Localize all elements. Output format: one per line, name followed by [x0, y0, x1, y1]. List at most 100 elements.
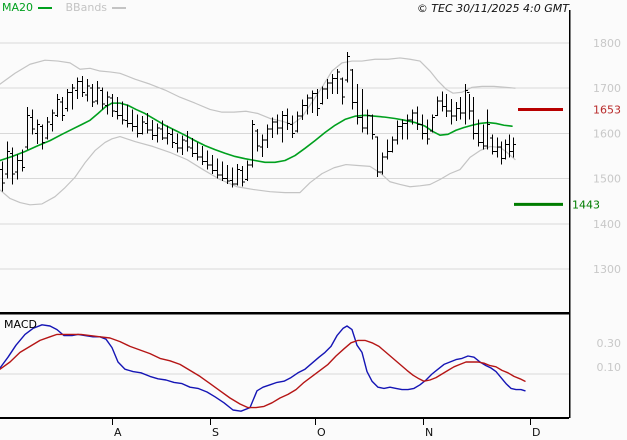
ohlc-bar [463, 84, 468, 125]
ohlc-bar [135, 114, 140, 138]
ohlc-bar [40, 124, 45, 150]
ohlc-bar [50, 109, 55, 132]
ohlc-bar [75, 77, 80, 100]
price-axis-label: 1400 [593, 218, 621, 231]
ohlc-bar [35, 119, 40, 145]
ohlc-bar [30, 109, 35, 135]
ohlc-bar [255, 128, 260, 152]
ohlc-bar [160, 120, 165, 141]
ohlc-bar [15, 154, 20, 180]
ohlc-bar [345, 52, 350, 83]
ohlc-bar [315, 89, 320, 117]
ohlc-bar [195, 142, 200, 161]
ohlc-bar [471, 97, 476, 140]
ohlc-bar [240, 165, 245, 187]
ohlc-bar [295, 111, 300, 133]
ohlc-bar [140, 116, 145, 135]
ohlc-bar [80, 75, 85, 98]
ohlc-bar [45, 117, 50, 140]
ohlc-bar [155, 123, 160, 143]
ohlc-bar [400, 119, 405, 140]
price-axis-label: 1700 [593, 82, 621, 95]
ohlc-bar [20, 149, 25, 172]
ohlc-bar [355, 84, 360, 125]
ohlc-bar [300, 99, 305, 120]
ohlc-bar [458, 97, 463, 120]
ohlc-bar [0, 161, 5, 192]
ohlc-bar [444, 94, 449, 118]
ohlc-bar [125, 104, 130, 128]
ohlc-bar [100, 87, 105, 110]
price-axis-label: 1300 [593, 263, 621, 276]
ohlc-bar [175, 133, 180, 153]
ohlc-bar [60, 97, 65, 122]
ohlc-bar [225, 165, 230, 185]
ohlc-bar [250, 119, 255, 168]
ohlc-bar [440, 91, 445, 112]
ohlc-bar [180, 135, 185, 156]
ohlc-bar [485, 109, 490, 150]
ohlc-bar [330, 74, 335, 95]
ohlc-bar [507, 134, 512, 158]
ohlc-bar [360, 89, 365, 133]
ohlc-bar [435, 96, 440, 117]
ohlc-bar [185, 131, 190, 152]
ohlc-bar [449, 99, 454, 125]
ohlc-bar [476, 119, 481, 147]
ohlc-bar [420, 114, 425, 140]
ohlc-bar [454, 102, 459, 122]
ohlc-bar [200, 146, 205, 166]
timestamp-title: © TEC 30/11/2025 4:0 GMT [416, 2, 569, 15]
x-axis-month-label: D [532, 426, 540, 439]
ohlc-bar [145, 113, 150, 134]
ohlc-bar [25, 107, 30, 150]
ohlc-bar [340, 77, 345, 105]
ohlc-bar [165, 125, 170, 145]
ohlc-bar [110, 94, 115, 118]
ohlc-bar [85, 79, 90, 102]
ohlc-bar [265, 124, 270, 148]
macd-axis-label: 0.30 [597, 337, 622, 350]
x-axis-month-label: O [317, 426, 326, 439]
price-axis-label: 1500 [593, 173, 621, 186]
ohlc-bar [130, 109, 135, 132]
ohlc-bar [70, 84, 75, 110]
ohlc-bar [120, 101, 125, 125]
ohlc-bar [410, 109, 415, 125]
ohlc-bar [390, 136, 395, 153]
legend-bbands-swatch [112, 7, 127, 9]
ohlc-bar [245, 160, 250, 181]
x-axis-month-label: S [212, 426, 219, 439]
ohlc-bar [385, 139, 390, 160]
ohlc-bar [150, 119, 155, 141]
ohlc-bar [325, 79, 330, 100]
ohlc-bar [280, 110, 285, 143]
ohlc-bar [210, 155, 215, 175]
ohlc-bar [105, 91, 110, 115]
ohlc-bar [5, 141, 10, 179]
ohlc-bar [405, 114, 410, 140]
legend-ma20-label[interactable]: MA20 [2, 1, 34, 14]
ma20-line [0, 102, 513, 164]
ohlc-bar [380, 152, 385, 175]
ohlc-bar [370, 114, 375, 140]
signal-curve [0, 333, 526, 409]
ohlc-bar [467, 92, 472, 120]
ohlc-bar [260, 134, 265, 157]
ohlc-bar [430, 114, 435, 133]
ohlc-bar [170, 128, 175, 148]
price-axis-label: 1600 [593, 127, 621, 140]
price-axis-label: 1800 [593, 37, 621, 50]
ohlc-bar [320, 86, 325, 105]
ohlc-bar [305, 94, 310, 115]
legend-ma20-swatch [38, 7, 53, 9]
ohlc-bar [350, 69, 355, 110]
ohlc-bar [425, 119, 430, 145]
ohlc-bar [220, 161, 225, 181]
x-axis-month-label: N [425, 426, 433, 439]
ohlc-bar [230, 167, 235, 188]
legend-bbands-label[interactable]: BBands [65, 1, 108, 14]
ohlc-bar [511, 137, 516, 158]
